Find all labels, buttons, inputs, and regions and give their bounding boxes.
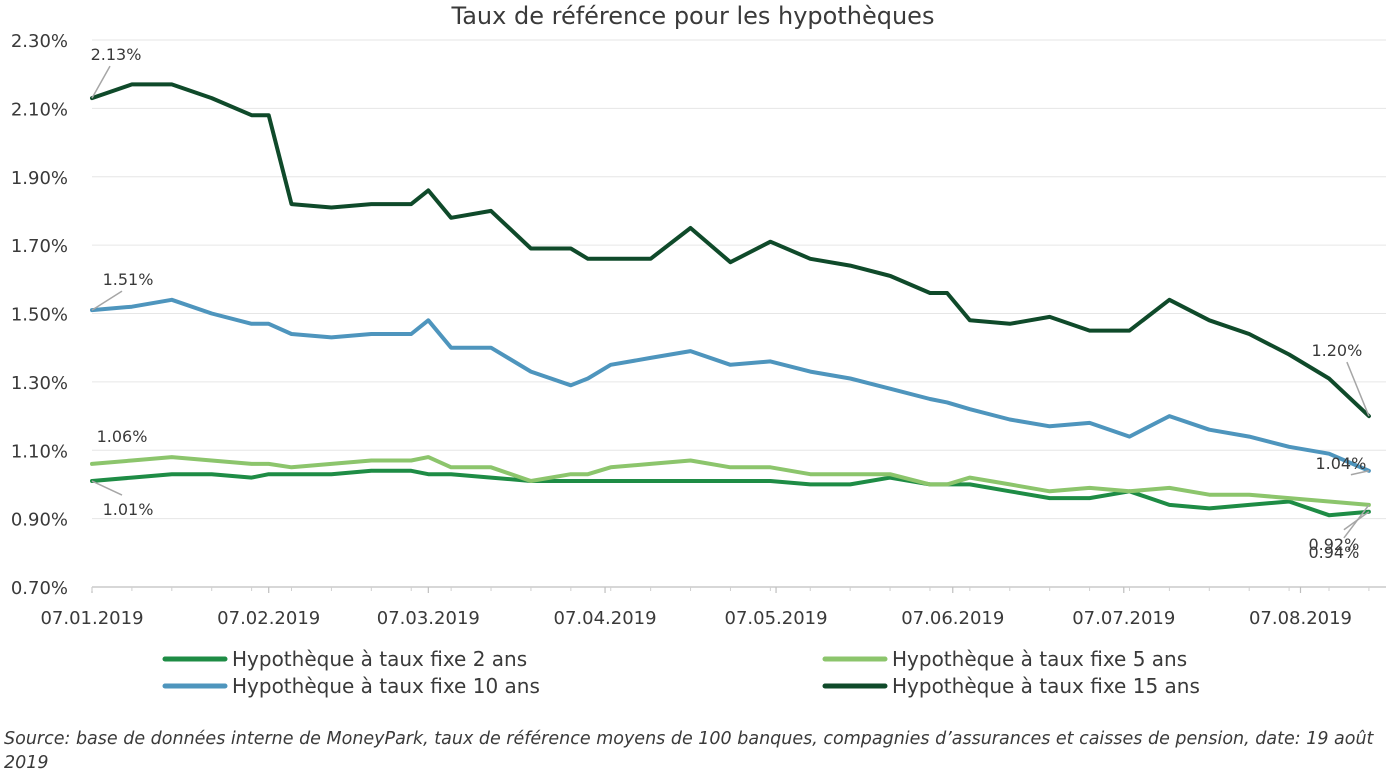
x-tick-label: 07.08.2019: [1249, 608, 1352, 629]
y-tick-label: 0.70%: [11, 578, 68, 599]
annotation-label: 0.92%: [1308, 535, 1359, 554]
annotation-leader: [1350, 470, 1370, 476]
y-tick-label: 2.30%: [11, 31, 68, 52]
annotation-label: 1.20%: [1311, 341, 1362, 360]
annotation-leader: [1346, 361, 1370, 417]
y-tick-label: 1.30%: [11, 373, 68, 394]
y-tick-label: 0.90%: [11, 510, 68, 531]
x-tick-label: 07.07.2019: [1072, 608, 1175, 629]
legend-label: Hypothèque à taux fixe 2 ans: [232, 647, 527, 671]
annotation-label: 2.13%: [91, 45, 142, 64]
y-axis-tick-labels: 0.70% 0.90% 1.10% 1.30% 1.50% 1.70% 1.90% 2.10%…: [11, 31, 68, 599]
series-line: [90, 82, 1371, 419]
annotation-leader: [91, 65, 111, 99]
y-tick-label: 2.10%: [11, 99, 68, 120]
series-line: [90, 468, 1371, 518]
annotation-label: 1.06%: [97, 427, 148, 446]
legend-label: Hypothèque à taux fixe 10 ans: [232, 674, 540, 698]
x-tick-label: 07.02.2019: [217, 608, 320, 629]
annotation-label: 1.01%: [103, 500, 154, 519]
x-tick-label: 07.01.2019: [40, 608, 143, 629]
annotation-leader: [91, 480, 123, 496]
series-line: [90, 297, 1371, 473]
x-tick-label: 07.04.2019: [554, 608, 657, 629]
series-lines: [90, 82, 1371, 518]
annotation-label: 1.51%: [103, 270, 154, 289]
annotation-label: 0.94%: [1308, 543, 1359, 562]
y-tick-label: 1.90%: [11, 168, 68, 189]
value-annotations: 2.13% 1.51% 1.06% 1.01% 1.20% 1.04% 0.94%0.92%: [91, 45, 1370, 562]
legend: Hypothèque à taux fixe 2 ans Hypothèque à…: [162, 647, 1200, 698]
chart-title: Taux de référence pour les hypothèques: [451, 2, 935, 30]
series-line: [90, 455, 1371, 507]
x-tick-label: 07.06.2019: [901, 608, 1004, 629]
x-tick-label: 07.03.2019: [377, 608, 480, 629]
annotation-label: 1.04%: [1315, 454, 1366, 473]
annotation-leader: [91, 290, 123, 311]
annotation-leader: [1343, 511, 1370, 531]
y-tick-label: 1.70%: [11, 236, 68, 257]
y-tick-label: 1.50%: [11, 305, 68, 326]
x-tick-label: 07.05.2019: [725, 608, 828, 629]
legend-label: Hypothèque à taux fixe 15 ans: [892, 674, 1200, 698]
gridlines: [92, 39, 1386, 520]
legend-label: Hypothèque à taux fixe 5 ans: [892, 647, 1187, 671]
y-tick-label: 1.10%: [11, 441, 68, 462]
source-note: Source: base de données interne de Money…: [4, 729, 1374, 773]
x-axis: 07.01.2019 07.02.2019 07.03.2019 07.04.2019…: [40, 586, 1386, 629]
